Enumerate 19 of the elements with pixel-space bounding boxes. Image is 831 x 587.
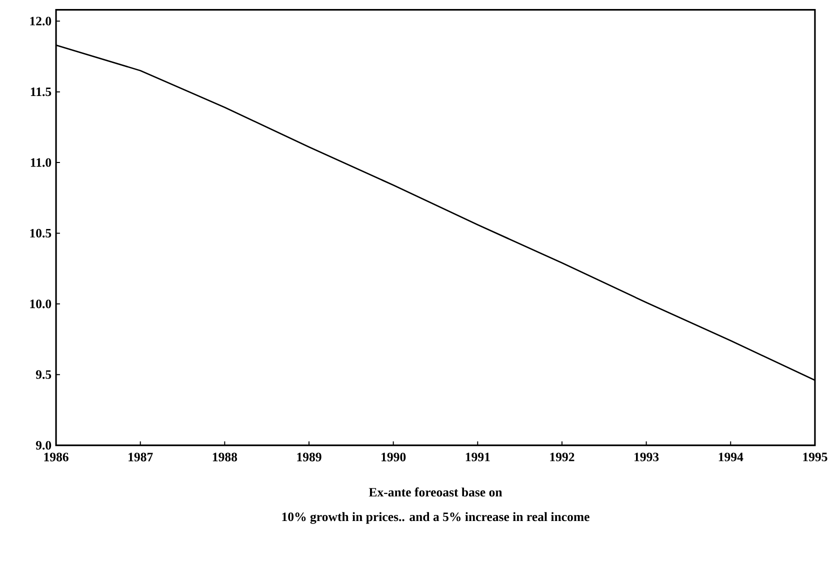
x-tick-label: 1993 bbox=[634, 452, 659, 462]
x-tick-label: 1995 bbox=[803, 452, 828, 462]
text: Ex-ante foreoast base on bbox=[368, 487, 502, 497]
y-tick-label: 11.5 bbox=[30, 88, 52, 96]
y-tick-label: 10.5 bbox=[30, 228, 52, 238]
y-tick-label: 11.0 bbox=[30, 158, 52, 167]
x-tick-label: 1989 bbox=[297, 452, 322, 462]
y-tick-label: 9.0 bbox=[36, 441, 52, 450]
y-tick-label: 12.0 bbox=[30, 16, 52, 26]
y-tick-label: 10.0 bbox=[30, 300, 52, 308]
x-tick-label: 1986 bbox=[44, 452, 68, 462]
x-tick-label: 1994 bbox=[718, 452, 744, 462]
x-tick-label: 1987 bbox=[128, 452, 153, 462]
x-tick-label: 1992 bbox=[550, 452, 574, 462]
y-tick-label: 9.5 bbox=[36, 370, 52, 380]
text: 10% growth in prices.. and a 5% increase in real income bbox=[282, 512, 590, 524]
x-tick-label: 1991 bbox=[466, 452, 490, 462]
x-tick-label: 1988 bbox=[212, 452, 238, 462]
x-tick-label: 1990 bbox=[382, 452, 406, 462]
